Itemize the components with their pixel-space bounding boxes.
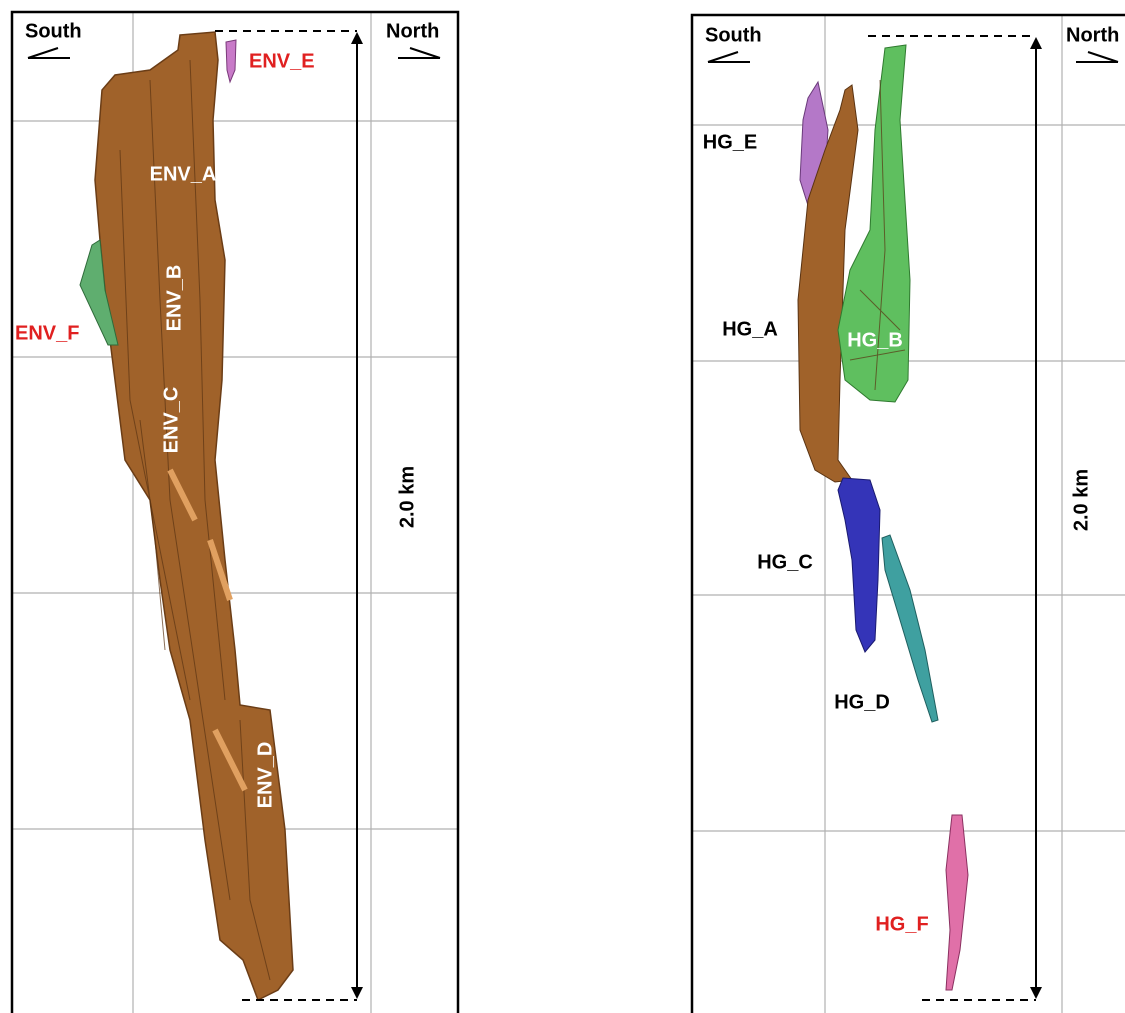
scale-label: 2.0 km xyxy=(396,466,418,528)
frame xyxy=(692,15,1125,1013)
body-label: ENV_C xyxy=(160,387,182,454)
body-label: HG_B xyxy=(847,329,903,351)
scale-label: 2.0 km xyxy=(1070,469,1092,531)
body-label: HG_F xyxy=(875,913,928,935)
body-label: ENV_D xyxy=(254,742,276,809)
body-label: HG_A xyxy=(722,318,778,340)
right-panel: South North 2.0 km HG_A HG_B HG_C HG_D H… xyxy=(692,15,1125,1013)
arrow-icon xyxy=(398,48,440,58)
orebody xyxy=(838,478,880,652)
body-label: HG_C xyxy=(757,551,813,573)
figure: South North 2.0 km ENV_A ENV_B ENV_C ENV… xyxy=(0,0,1125,1013)
north-label: North xyxy=(1066,24,1119,46)
north-label: North xyxy=(386,20,439,42)
arrow-icon xyxy=(1076,52,1118,62)
orebody xyxy=(226,40,236,82)
south-label: South xyxy=(25,20,82,42)
body-label: HG_E xyxy=(703,131,757,153)
south-label: South xyxy=(705,24,762,46)
body-label: ENV_F xyxy=(15,322,79,344)
body-label: ENV_A xyxy=(150,163,217,185)
arrow-icon xyxy=(28,48,70,58)
body-label: ENV_B xyxy=(163,265,185,332)
arrow-icon xyxy=(708,52,750,62)
body-label: HG_D xyxy=(834,691,890,713)
left-panel: South North 2.0 km ENV_A ENV_B ENV_C ENV… xyxy=(12,12,458,1013)
body-label: ENV_E xyxy=(249,50,315,72)
orebody xyxy=(946,815,968,990)
orebody xyxy=(882,535,938,722)
